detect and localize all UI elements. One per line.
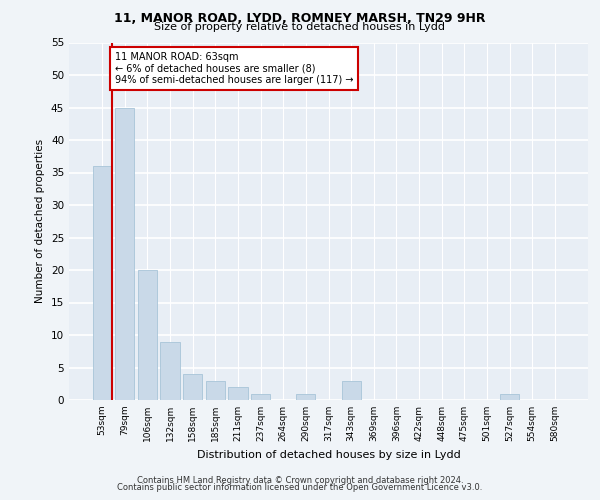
Text: 11, MANOR ROAD, LYDD, ROMNEY MARSH, TN29 9HR: 11, MANOR ROAD, LYDD, ROMNEY MARSH, TN29… bbox=[114, 12, 486, 26]
Bar bbox=[115, 108, 134, 400]
Text: Contains HM Land Registry data © Crown copyright and database right 2024.: Contains HM Land Registry data © Crown c… bbox=[137, 476, 463, 485]
Bar bbox=[138, 270, 157, 400]
Bar bbox=[229, 387, 248, 400]
Text: Size of property relative to detached houses in Lydd: Size of property relative to detached ho… bbox=[155, 22, 445, 32]
Bar bbox=[341, 380, 361, 400]
Bar bbox=[251, 394, 270, 400]
Text: 11 MANOR ROAD: 63sqm
← 6% of detached houses are smaller (8)
94% of semi-detache: 11 MANOR ROAD: 63sqm ← 6% of detached ho… bbox=[115, 52, 353, 86]
X-axis label: Distribution of detached houses by size in Lydd: Distribution of detached houses by size … bbox=[197, 450, 460, 460]
Bar bbox=[183, 374, 202, 400]
Bar bbox=[92, 166, 112, 400]
Bar bbox=[160, 342, 180, 400]
Y-axis label: Number of detached properties: Number of detached properties bbox=[35, 139, 46, 304]
Text: Contains public sector information licensed under the Open Government Licence v3: Contains public sector information licen… bbox=[118, 484, 482, 492]
Bar bbox=[500, 394, 519, 400]
Bar bbox=[296, 394, 316, 400]
Bar bbox=[206, 380, 225, 400]
